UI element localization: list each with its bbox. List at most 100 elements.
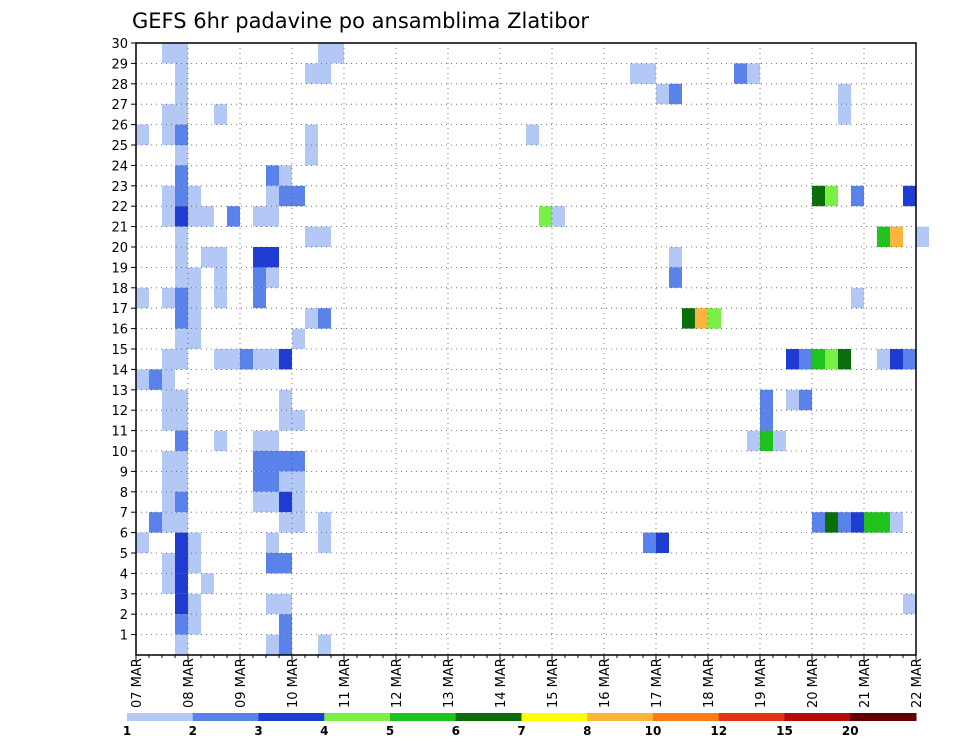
heatmap-cell — [305, 308, 318, 329]
heatmap-cell — [331, 43, 344, 64]
heatmap-cell — [175, 226, 188, 247]
heatmap-cell — [773, 430, 786, 451]
heatmap-cell — [175, 532, 188, 553]
heatmap-cell — [136, 287, 149, 309]
heatmap-cell — [149, 512, 162, 533]
heatmap-cell — [175, 573, 188, 594]
heatmap-cell — [279, 185, 292, 207]
heatmap-cell — [279, 349, 292, 370]
heatmap-cell — [838, 349, 851, 370]
x-tick-label: 20 MAR — [806, 658, 821, 708]
heatmap-cell — [214, 104, 227, 125]
heatmap-cell — [552, 206, 565, 227]
heatmap-cell — [539, 206, 552, 227]
heatmap-cell — [253, 491, 266, 513]
heatmap-cell — [266, 247, 279, 268]
colorbar-label: 15 — [776, 724, 793, 738]
heatmap-cell — [903, 593, 916, 615]
heatmap-cell — [669, 247, 682, 268]
heatmap-cell — [214, 349, 227, 370]
heatmap-cell — [253, 247, 266, 268]
y-tick-label: 16 — [111, 323, 128, 338]
heatmap-cell — [279, 614, 292, 635]
heatmap-cell — [851, 185, 864, 207]
colorbar-label: 5 — [386, 724, 394, 738]
heatmap-cell — [175, 451, 188, 472]
heatmap-cell — [266, 430, 279, 451]
y-tick-label: 23 — [111, 180, 128, 195]
colorbar-swatch — [455, 713, 522, 721]
heatmap-cell — [903, 185, 916, 207]
heatmap-cell — [305, 124, 318, 145]
heatmap-cell — [162, 573, 175, 594]
colorbar-label: 3 — [254, 724, 262, 738]
heatmap-cell — [162, 104, 175, 125]
heatmap-cell — [175, 430, 188, 451]
heatmap-cell — [149, 369, 162, 390]
heatmap-cell — [760, 389, 773, 411]
y-tick-label: 25 — [111, 139, 128, 154]
heatmap-cell — [708, 308, 721, 329]
heatmap-cell — [162, 185, 175, 207]
heatmap-cell — [214, 287, 227, 309]
heatmap-cell — [266, 491, 279, 513]
heatmap-cell — [916, 226, 929, 247]
heatmap-cell — [812, 185, 825, 207]
chart-title: GEFS 6hr padavine po ansamblima Zlatibor — [132, 9, 589, 33]
heatmap-cell — [318, 308, 331, 329]
colorbar-swatch — [192, 713, 259, 721]
heatmap-cell — [643, 63, 656, 84]
heatmap-cell — [214, 247, 227, 268]
heatmap-cell — [734, 63, 747, 84]
x-tick-label: 19 MAR — [754, 658, 769, 708]
heatmap-cell — [877, 349, 890, 370]
heatmap-cell — [318, 532, 331, 553]
heatmap-cell — [175, 349, 188, 370]
heatmap-cell — [214, 267, 227, 288]
heatmap-cells — [136, 43, 929, 655]
colorbar-swatch — [390, 713, 457, 721]
heatmap-cell — [305, 145, 318, 166]
heatmap-cell — [864, 512, 877, 533]
heatmap-cell — [162, 124, 175, 145]
heatmap-cell — [266, 471, 279, 492]
heatmap-cell — [279, 491, 292, 513]
y-tick-label: 22 — [111, 200, 128, 215]
heatmap-cell — [188, 267, 201, 288]
x-tick-label: 21 MAR — [858, 658, 873, 708]
y-tick-label: 21 — [111, 221, 128, 236]
heatmap-cell — [760, 410, 773, 431]
y-tick-label: 7 — [120, 506, 128, 521]
heatmap-cell — [318, 43, 331, 64]
heatmap-cell — [812, 349, 825, 370]
heatmap-cell — [188, 328, 201, 349]
heatmap-cell — [292, 491, 305, 513]
heatmap-cell — [266, 185, 279, 207]
y-tick-label: 4 — [120, 567, 128, 582]
heatmap-cell — [890, 349, 903, 370]
x-tick-label: 16 MAR — [598, 658, 613, 708]
heatmap-cell — [292, 471, 305, 492]
heatmap-cell — [136, 124, 149, 145]
heatmap-cell — [305, 226, 318, 247]
heatmap-cell — [175, 553, 188, 574]
x-tick-label: 11 MAR — [338, 658, 353, 708]
heatmap-cell — [851, 287, 864, 309]
heatmap-cell — [175, 104, 188, 125]
y-tick-label: 20 — [111, 241, 128, 256]
heatmap-cell — [266, 593, 279, 615]
colorbar-swatch — [784, 713, 851, 721]
y-tick-label: 24 — [111, 159, 128, 174]
heatmap-cell — [175, 471, 188, 492]
y-tick-label: 8 — [120, 486, 128, 501]
heatmap-cell — [175, 491, 188, 513]
y-tick-label: 1 — [120, 629, 128, 644]
colorbar-label: 6 — [452, 724, 460, 738]
y-tick-label: 13 — [111, 384, 128, 399]
heatmap-cell — [162, 369, 175, 390]
heatmap-cell — [201, 206, 214, 227]
heatmap-cell — [175, 43, 188, 64]
heatmap-cell — [175, 593, 188, 615]
heatmap-cell — [526, 124, 539, 145]
